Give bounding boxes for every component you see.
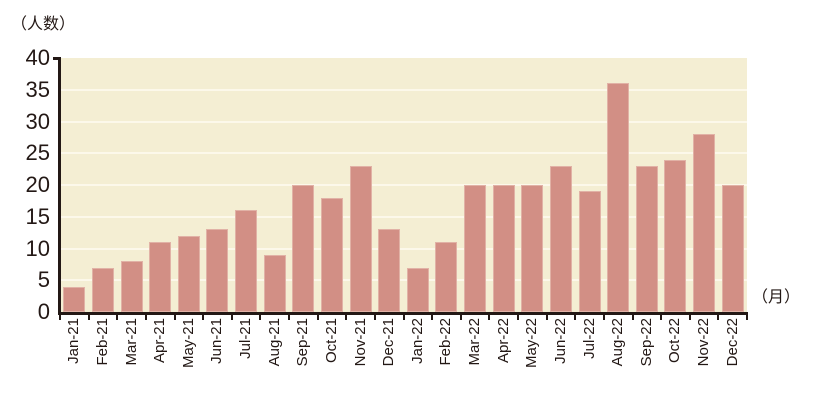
bar-Dec-22 (721, 185, 744, 312)
x-axis-tick (144, 315, 147, 320)
x-axis-tick (230, 315, 233, 320)
bar-May-22 (521, 185, 544, 312)
bar-Jul-21 (235, 210, 258, 312)
x-axis-tick (316, 315, 319, 320)
x-axis-label-Oct-22: Oct-22 (666, 318, 684, 364)
x-axis-label-Apr-21: Apr-21 (151, 318, 169, 364)
x-axis-line (58, 312, 748, 315)
bar-Dec-21 (378, 229, 401, 312)
bar-Oct-21 (320, 197, 343, 312)
bar-Mar-22 (464, 185, 487, 312)
y-axis-label-20: 20 (25, 172, 50, 197)
bar-Sep-22 (635, 165, 658, 312)
x-axis-tick (288, 315, 290, 320)
bar-Aug-21 (263, 254, 286, 312)
bar-Aug-22 (607, 83, 630, 312)
y-axis-unit-label: （人数） (11, 16, 76, 33)
y-axis-label-15: 15 (25, 203, 50, 229)
x-axis-label-May-21: May-21 (179, 318, 197, 369)
x-axis-label-Sep-21: Sep-21 (294, 318, 312, 367)
x-axis-label-May-22: May-22 (523, 318, 541, 369)
x-axis-tick (402, 315, 405, 320)
y-axis-label-40: 40 (25, 45, 50, 70)
x-axis-tick (545, 315, 548, 320)
x-axis-tick (688, 315, 691, 320)
bar-Feb-21 (91, 267, 114, 312)
x-axis-label-Feb-21: Feb-21 (93, 318, 111, 366)
gridline-30 (60, 120, 747, 123)
gridline-35 (60, 88, 747, 91)
x-axis-label-Dec-22: Dec-22 (723, 318, 741, 367)
bar-Jan-22 (406, 267, 429, 312)
y-axis-line (58, 57, 61, 314)
x-axis-label-Jul-22: Jul-22 (580, 318, 598, 359)
bar-Jun-22 (549, 165, 572, 312)
bar-Sep-21 (292, 185, 315, 312)
x-axis-label-Mar-21: Mar-21 (122, 318, 140, 366)
gridline-20 (60, 184, 747, 186)
x-axis-tick (116, 315, 119, 320)
bar-Feb-22 (435, 242, 458, 312)
gridline-10 (60, 247, 747, 250)
x-axis-label-Jan-21: Jan-21 (65, 318, 83, 364)
x-axis-label-Sep-22: Sep-22 (637, 318, 655, 367)
x-axis-tick (87, 315, 90, 320)
x-axis-label-Dec-21: Dec-21 (380, 318, 398, 367)
x-axis-tick (631, 315, 634, 320)
x-axis-tick (173, 315, 176, 320)
x-axis-label-Mar-22: Mar-22 (466, 318, 484, 366)
gridline-15 (60, 215, 747, 218)
x-axis-label-Apr-22: Apr-22 (494, 318, 512, 364)
bar-Apr-22 (492, 185, 515, 312)
x-axis-label-Jun-22: Jun-22 (551, 318, 569, 364)
x-axis-label-Nov-22: Nov-22 (695, 318, 713, 367)
x-axis-tick (345, 315, 348, 320)
x-axis-label-Nov-21: Nov-21 (351, 318, 369, 367)
gridline-5 (60, 279, 747, 282)
y-axis-label-10: 10 (25, 235, 50, 261)
y-axis-label-30: 30 (25, 108, 50, 134)
bar-Oct-22 (664, 159, 687, 312)
x-axis-tick (660, 315, 663, 320)
x-axis-tick (202, 315, 205, 320)
x-axis-label-Jun-21: Jun-21 (208, 318, 226, 364)
x-axis-label-Oct-21: Oct-21 (322, 318, 340, 364)
x-axis-tick (746, 315, 748, 320)
x-axis-tick (259, 315, 262, 320)
x-axis-label-Jan-22: Jan-22 (408, 318, 426, 364)
x-axis-unit-label: （月） (752, 289, 801, 306)
bar-Jul-22 (578, 191, 601, 312)
bar-Jan-21 (63, 286, 86, 312)
x-axis-tick (574, 315, 577, 320)
y-axis-top-tick (53, 57, 60, 60)
x-axis-tick (459, 315, 462, 320)
x-axis-tick (431, 315, 434, 320)
gridline-25 (60, 152, 747, 155)
y-axis-label-0: 0 (37, 299, 50, 324)
x-axis-tick (59, 315, 61, 320)
x-axis-tick (488, 315, 491, 320)
x-axis-label-Aug-21: Aug-21 (265, 318, 283, 367)
x-axis-tick (717, 315, 720, 320)
bar-Apr-21 (149, 242, 172, 312)
y-axis-label-25: 25 (25, 140, 50, 166)
x-axis-tick (373, 315, 376, 320)
y-axis-label-5: 5 (37, 267, 50, 293)
x-axis-label-Aug-22: Aug-22 (609, 318, 627, 367)
y-axis-label-35: 35 (25, 76, 50, 102)
bar-Nov-21 (349, 165, 372, 312)
bar-May-21 (177, 235, 200, 312)
x-axis-tick (517, 315, 519, 320)
bar-Mar-21 (120, 261, 143, 312)
x-axis-label-Jul-21: Jul-21 (237, 318, 255, 359)
bar-Nov-22 (693, 134, 716, 312)
bar-Jun-21 (206, 229, 229, 312)
x-axis-label-Feb-22: Feb-22 (437, 318, 455, 366)
x-axis-tick (602, 315, 605, 320)
